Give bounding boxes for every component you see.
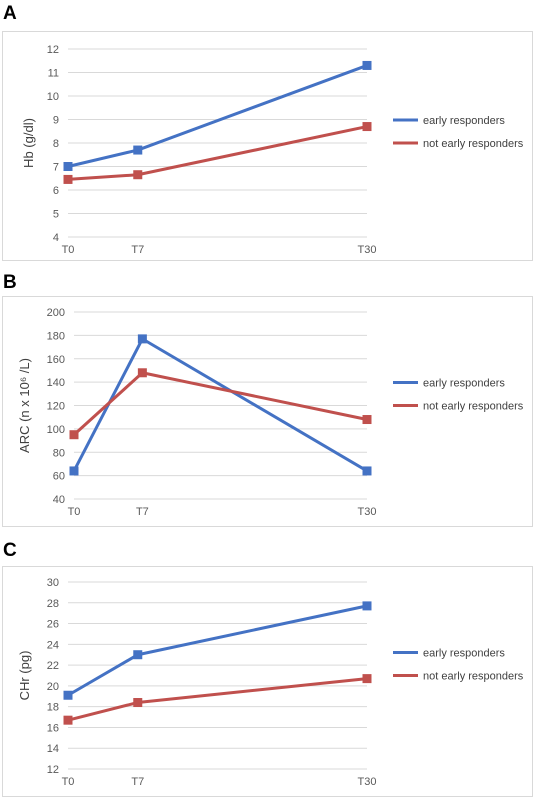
series-line bbox=[67, 64, 368, 168]
y-tick-label: 140 bbox=[47, 377, 65, 389]
y-tick-label: 14 bbox=[47, 743, 59, 755]
y-axis-label: ARC (n x 10⁶ /L) bbox=[17, 358, 32, 453]
y-tick-label: 9 bbox=[53, 115, 59, 127]
y-tick-label: 11 bbox=[48, 68, 59, 80]
data-point bbox=[362, 466, 372, 476]
y-tick-label: 24 bbox=[47, 639, 59, 651]
x-tick-label: T7 bbox=[131, 776, 144, 788]
panel-a-plot: 4 5 6 7 8 9 10 11 12 T0 T7 T30 Hb (g/dl) early respon… bbox=[21, 44, 524, 256]
legend-label: early responders bbox=[423, 648, 505, 660]
panel-letter-c: C bbox=[3, 540, 17, 561]
y-tick-label: 60 bbox=[53, 471, 65, 483]
panel-letter-a: A bbox=[3, 3, 17, 24]
data-point bbox=[362, 415, 372, 425]
panel-c-plot: 12 14 16 18 20 22 24 26 28 30 T0 T7 T30 CHr (pg) early… bbox=[17, 577, 524, 788]
y-axis-label: Hb (g/dl) bbox=[21, 118, 36, 168]
y-axis-label: CHr (pg) bbox=[17, 651, 32, 701]
data-point bbox=[133, 170, 143, 180]
y-tick-label: 12 bbox=[47, 44, 59, 56]
y-tick-label: 5 bbox=[53, 209, 59, 221]
data-point bbox=[63, 174, 73, 184]
chart-frame-c bbox=[2, 566, 533, 797]
y-tick-label: 160 bbox=[47, 354, 65, 366]
x-tick-label: T30 bbox=[358, 506, 377, 518]
y-tick-label: 80 bbox=[53, 447, 65, 459]
data-point bbox=[137, 368, 147, 378]
data-point bbox=[69, 430, 79, 440]
y-tick-label: 18 bbox=[47, 702, 59, 714]
data-point bbox=[362, 674, 372, 684]
legend-label: early responders bbox=[423, 115, 505, 127]
x-tick-label: T0 bbox=[68, 506, 81, 518]
data-point bbox=[69, 466, 79, 476]
data-point bbox=[362, 122, 372, 132]
y-tick-label: 8 bbox=[53, 138, 59, 150]
y-tick-label: 4 bbox=[53, 232, 59, 244]
legend-label: not early responders bbox=[423, 671, 524, 683]
x-tick-label: T0 bbox=[62, 244, 75, 256]
legend-label: not early responders bbox=[423, 401, 524, 413]
series-line bbox=[67, 125, 368, 181]
data-point bbox=[362, 601, 372, 611]
x-tick-label: T7 bbox=[131, 244, 144, 256]
y-tick-label: 180 bbox=[47, 330, 65, 342]
legend-label: early responders bbox=[423, 378, 505, 390]
data-point bbox=[133, 145, 143, 155]
y-tick-label: 30 bbox=[47, 577, 59, 589]
data-point bbox=[63, 690, 73, 700]
y-tick-label: 200 bbox=[47, 307, 65, 319]
x-tick-label: T30 bbox=[358, 776, 377, 788]
y-tick-label: 120 bbox=[47, 401, 65, 413]
y-tick-label: 6 bbox=[53, 185, 59, 197]
y-tick-label: 26 bbox=[47, 619, 59, 631]
data-point bbox=[63, 162, 73, 171]
series-line bbox=[67, 677, 368, 722]
y-tick-label: 28 bbox=[47, 598, 59, 610]
data-point bbox=[133, 650, 143, 660]
y-tick-label: 12 bbox=[47, 764, 59, 776]
x-tick-label: T7 bbox=[136, 506, 149, 518]
panel-b-plot: 40 60 80 100 120 140 160 180 200 T0 T7 T30 ARC (n x … bbox=[17, 307, 524, 518]
data-point bbox=[137, 334, 147, 344]
y-tick-label: 22 bbox=[47, 660, 59, 672]
panel-letter-b: B bbox=[3, 272, 17, 293]
y-tick-label: 10 bbox=[47, 91, 59, 103]
data-point bbox=[63, 715, 73, 725]
y-tick-label: 16 bbox=[47, 722, 59, 734]
legend-label: not early responders bbox=[423, 138, 524, 150]
x-tick-label: T0 bbox=[62, 776, 75, 788]
y-tick-label: 20 bbox=[47, 681, 59, 693]
data-point bbox=[362, 60, 372, 70]
y-tick-label: 40 bbox=[53, 494, 65, 506]
x-tick-label: T30 bbox=[358, 244, 377, 256]
data-point bbox=[133, 698, 143, 708]
y-tick-label: 7 bbox=[53, 162, 59, 174]
y-tick-label: 100 bbox=[47, 424, 65, 436]
